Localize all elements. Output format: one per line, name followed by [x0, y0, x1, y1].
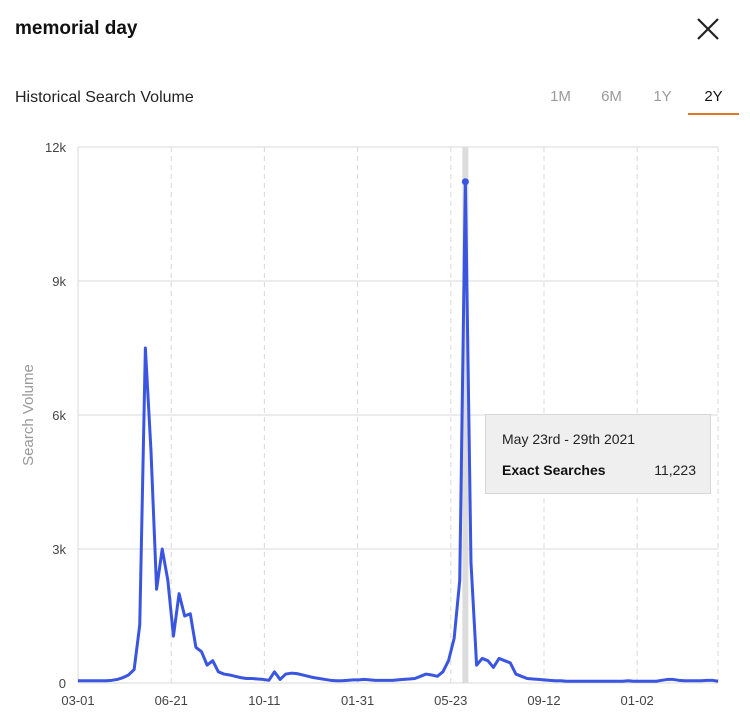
- chart-tooltip: May 23rd - 29th 2021 Exact Searches 11,2…: [485, 414, 711, 494]
- section-subtitle: Historical Search Volume: [15, 89, 194, 106]
- x-tick-label: 06-21: [155, 693, 188, 708]
- x-tick-label: 09-12: [527, 693, 560, 708]
- highlight-point: [461, 178, 469, 186]
- y-tick-label: 12k: [45, 140, 66, 155]
- tab-1m[interactable]: 1M: [550, 88, 571, 105]
- y-tick-label: 0: [59, 676, 66, 691]
- range-tabs: 1M 6M 1Y 2Y: [535, 88, 739, 115]
- tooltip-label: Exact Searches: [502, 462, 606, 478]
- y-tick-label: 3k: [52, 542, 66, 557]
- x-tick-label: 03-01: [61, 693, 94, 708]
- x-tick-label: 05-23: [434, 693, 467, 708]
- x-tick-label: 01-31: [341, 693, 374, 708]
- close-icon[interactable]: [695, 16, 721, 42]
- page-title: memorial day: [15, 18, 138, 39]
- search-volume-chart: 0 3k 6k 9k 12k 03-01 06-21 10-11 01-31 05-23 09-12…: [20, 140, 719, 708]
- tab-1y[interactable]: 1Y: [653, 88, 672, 105]
- tooltip-value: 11,223: [654, 462, 696, 478]
- y-tick-label: 9k: [52, 274, 66, 289]
- y-axis-label: Search Volume: [20, 364, 37, 466]
- hover-highlight-band: [462, 147, 469, 683]
- x-tick-label: 10-11: [248, 693, 280, 708]
- y-tick-label: 6k: [52, 408, 66, 423]
- series-line: [78, 180, 719, 683]
- tooltip-date: May 23rd - 29th 2021: [502, 431, 636, 447]
- tab-6m[interactable]: 6M: [601, 88, 622, 105]
- tab-2y[interactable]: 2Y: [688, 88, 739, 115]
- x-tick-label: 01-02: [621, 693, 654, 708]
